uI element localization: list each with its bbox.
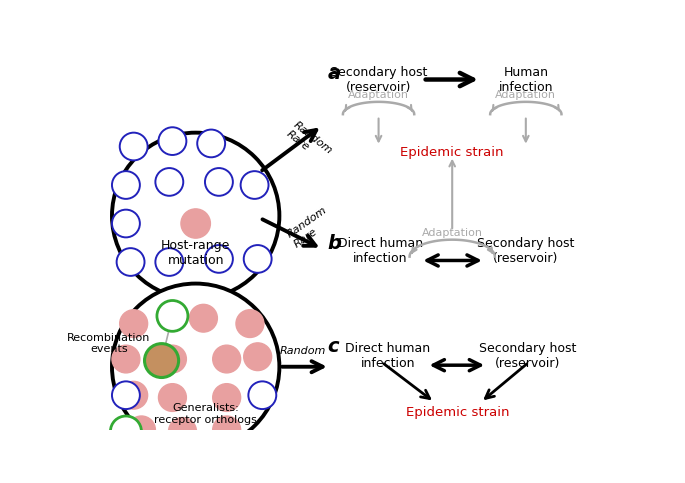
Text: Direct human
infection: Direct human infection bbox=[338, 237, 423, 265]
Circle shape bbox=[197, 129, 225, 157]
Circle shape bbox=[213, 416, 240, 444]
Text: Adaptation: Adaptation bbox=[422, 228, 483, 238]
Circle shape bbox=[157, 300, 188, 331]
Circle shape bbox=[155, 248, 184, 276]
Circle shape bbox=[158, 384, 186, 412]
Text: Host-range
mutation: Host-range mutation bbox=[161, 239, 230, 267]
Circle shape bbox=[112, 345, 140, 373]
Circle shape bbox=[112, 210, 140, 237]
Text: a: a bbox=[327, 64, 340, 83]
Circle shape bbox=[205, 168, 233, 196]
Circle shape bbox=[244, 343, 272, 370]
Circle shape bbox=[236, 310, 264, 338]
Circle shape bbox=[213, 384, 240, 412]
Text: Secondary host
(reservoir): Secondary host (reservoir) bbox=[330, 67, 427, 95]
Circle shape bbox=[244, 245, 272, 273]
Circle shape bbox=[116, 248, 145, 276]
Circle shape bbox=[120, 310, 148, 338]
Text: b: b bbox=[327, 233, 341, 253]
Circle shape bbox=[169, 417, 197, 445]
Circle shape bbox=[110, 416, 141, 447]
Text: c: c bbox=[327, 338, 339, 356]
Text: Direct human
infection: Direct human infection bbox=[345, 342, 430, 370]
Text: Secondary host
(reservoir): Secondary host (reservoir) bbox=[477, 237, 575, 265]
Circle shape bbox=[112, 171, 140, 199]
Text: Adaptation: Adaptation bbox=[495, 90, 556, 100]
Circle shape bbox=[158, 127, 186, 155]
Circle shape bbox=[240, 171, 269, 199]
Circle shape bbox=[112, 382, 140, 409]
Circle shape bbox=[158, 345, 186, 373]
Circle shape bbox=[145, 343, 179, 378]
Text: Epidemic strain: Epidemic strain bbox=[406, 406, 510, 419]
Text: Human
infection: Human infection bbox=[499, 67, 553, 95]
Circle shape bbox=[120, 382, 148, 409]
Circle shape bbox=[127, 416, 155, 444]
Text: Generalists:
receptor orthologs: Generalists: receptor orthologs bbox=[154, 403, 257, 425]
Circle shape bbox=[112, 133, 279, 299]
Text: Secondary host
(reservoir): Secondary host (reservoir) bbox=[479, 342, 576, 370]
Circle shape bbox=[112, 284, 279, 450]
Text: Random: Random bbox=[279, 346, 326, 356]
Circle shape bbox=[181, 209, 210, 238]
Text: Random
Rare: Random Rare bbox=[284, 120, 334, 166]
Text: Recombination
events: Recombination events bbox=[67, 333, 151, 355]
Circle shape bbox=[249, 382, 276, 409]
Text: Adaptation: Adaptation bbox=[348, 90, 409, 100]
Circle shape bbox=[120, 133, 148, 160]
Circle shape bbox=[155, 168, 184, 196]
Circle shape bbox=[213, 345, 240, 373]
Text: Random
Rare: Random Rare bbox=[286, 205, 336, 250]
Circle shape bbox=[190, 304, 217, 332]
Circle shape bbox=[205, 245, 233, 273]
Text: Epidemic strain: Epidemic strain bbox=[401, 146, 504, 159]
